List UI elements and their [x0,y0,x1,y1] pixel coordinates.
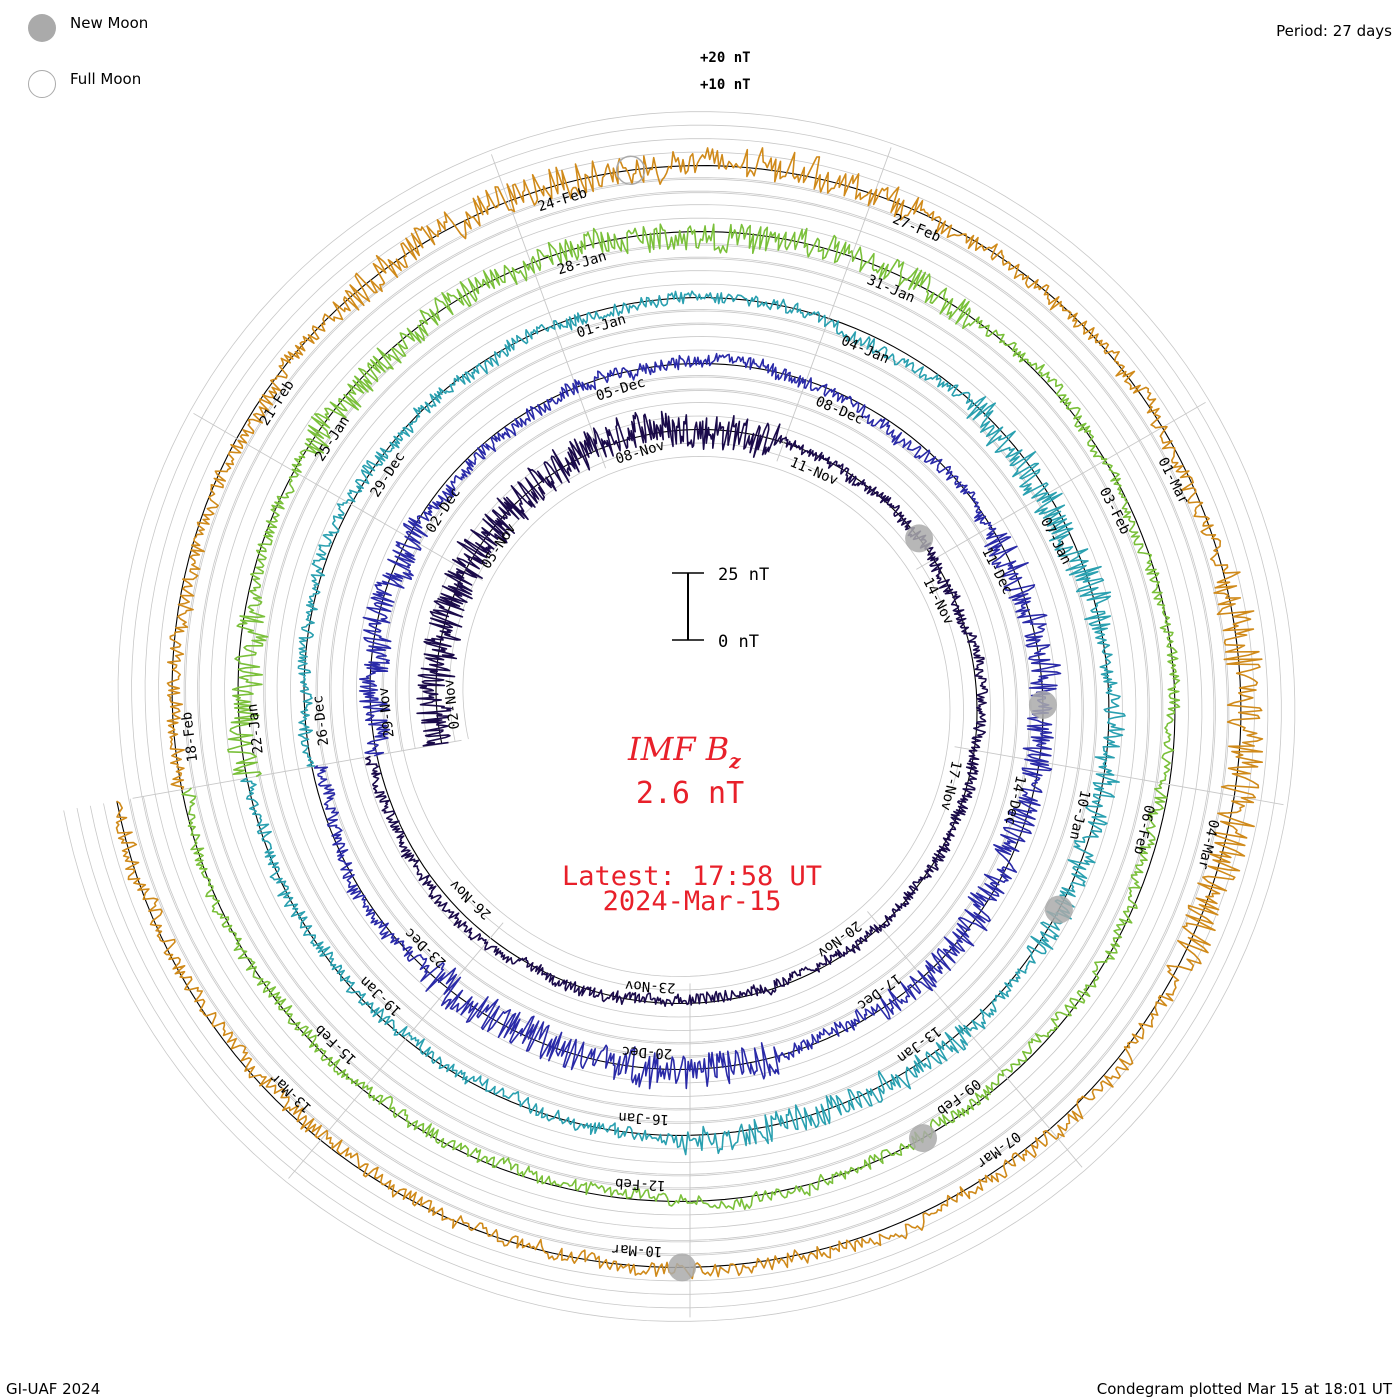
grid-ring [273,324,1083,1109]
grid-ring [89,138,1269,1295]
date-label: 08-Nov [614,437,667,467]
series-trace-3 [181,223,1181,1211]
grid-ring [271,322,1084,1111]
date-label: 10-Jan [1066,789,1093,842]
grid-ring [233,283,1123,1150]
grid-ring [298,349,1057,1084]
series-trace-0 [365,410,989,1007]
radial-spoke [132,739,462,799]
date-label: 03-Feb [1096,485,1133,537]
period-label: Period: 27 days [1276,22,1392,40]
new-moon-marker [1028,690,1057,719]
grid-ring [168,217,1189,1216]
date-label: 10-Mar [611,1241,662,1260]
grid-ring [336,388,1018,1045]
grid-ring [338,390,1017,1043]
grid-ring [258,309,1098,1124]
scale-bar: 25 nT 0 nT [672,565,769,652]
grid-ring [193,243,1164,1190]
full-moon-label: Full Moon [70,70,142,88]
date-label: 26-Dec [310,695,332,747]
grid-ring [128,177,1230,1256]
date-label: 05-Dec [594,374,647,404]
grid-ring [208,258,1149,1175]
grid-ring [389,442,964,991]
full-moon-marker [615,155,646,185]
new-moon-icon [28,14,56,42]
new-moon-marker [905,524,934,553]
zero-line [376,428,978,1005]
date-label: 22-Jan [245,703,267,755]
grid-ring [63,111,1296,1322]
new-moon-label: New Moon [70,14,149,32]
radial-spoke [288,922,504,1179]
credit-label: GI-UAF 2024 [6,1380,101,1398]
radial-spoke [490,154,607,469]
date-label: 29-Nov [376,686,398,738]
center-value: 2.6 nT [636,776,744,811]
series-trace-4 [115,147,1264,1280]
grid-ring [324,376,1030,1057]
grid-ring [143,192,1215,1241]
zero-line [116,165,1242,1268]
full-moon-icon [28,70,56,98]
center-quantity-main: IMF B [627,730,729,768]
data-traces [115,147,1264,1280]
date-label: 20-Dec [621,1043,672,1062]
new-moon-marker [1044,895,1073,924]
radial-spoke [916,401,1206,570]
grid-ring [219,270,1137,1163]
moon-markers [615,155,1073,1282]
scale-plus20-label: +20 nT [700,50,751,66]
grid-ring [129,178,1228,1255]
series-trace-2 [240,290,1126,1156]
center-quantity: IMF Bz [627,730,741,773]
grid-ring [154,204,1203,1229]
series-trace-1 [313,352,1062,1090]
grid-ring [206,256,1150,1177]
new-moon-marker [909,1124,937,1153]
date-label: 02-Nov [441,678,463,730]
radial-spoke [867,911,1083,1168]
grid-ring [349,402,1005,1031]
center-quantity-subscript: z [728,749,741,773]
date-label: 12-Feb [615,1175,666,1194]
grid-ring [76,124,1282,1309]
date-label: 14-Nov [919,575,956,627]
grid-ring [403,455,951,977]
scale-bar-bottom-label: 0 nT [718,632,759,652]
date-label: 07-Jan [1037,515,1074,567]
plotted-label: Condegram plotted Mar 15 at 18:01 UT [1096,1380,1392,1398]
grid-ring [141,190,1216,1243]
grid-ring [284,336,1071,1097]
new-moon-marker [668,1253,697,1282]
date-label: 18-Feb [179,711,201,763]
date-label: 11-Nov [787,454,840,488]
center-latest-time: Latest: 17:58 UT [562,861,822,892]
date-label: 23-Nov [625,977,676,996]
scale-plus10-label: +10 nT [700,77,751,93]
date-label: 01-Mar [1154,455,1191,507]
date-label: 06-Feb [1130,803,1157,856]
radial-spoke [954,746,1284,806]
date-label: 16-Jan [618,1109,669,1128]
grid-ring [259,310,1096,1123]
grid-ring [194,244,1162,1189]
center-latest-date: 2024-Mar-15 [603,886,782,917]
grid-ring [103,151,1255,1282]
grid-ring [323,375,1032,1058]
scale-bar-top-label: 25 nT [718,565,769,585]
